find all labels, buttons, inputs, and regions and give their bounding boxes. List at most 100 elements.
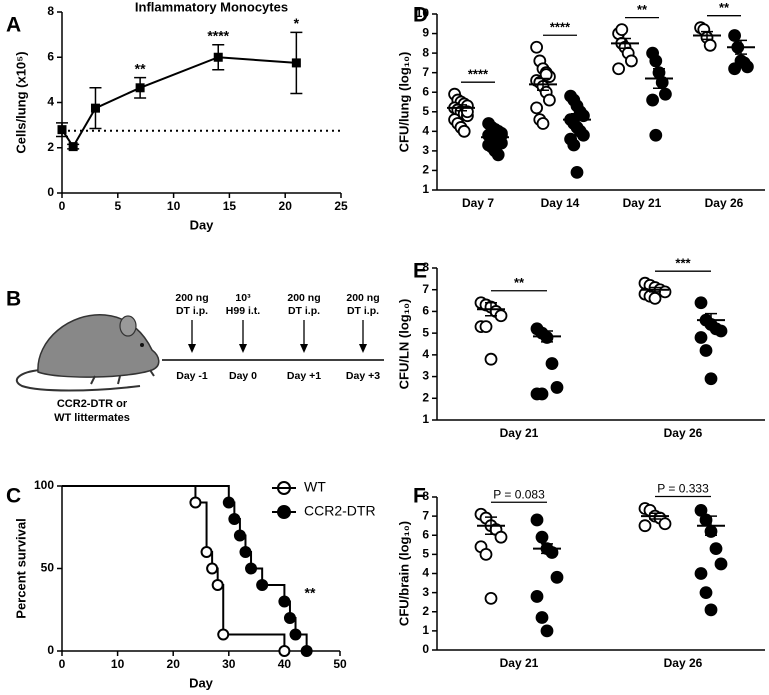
significance: ** [719,0,730,15]
data-point [649,128,663,142]
error-bar [619,37,631,49]
data-point [694,331,708,344]
data-point [536,117,550,130]
y-tick-label: 4 [47,95,54,109]
data-point [648,291,662,305]
panel-letter: C [6,485,21,508]
data-point [479,547,493,561]
marker [135,83,145,93]
x-tick-label: 0 [59,657,66,671]
x-tick-label: 25 [334,199,348,213]
data-point [484,352,498,366]
marker [189,496,202,509]
data-point [545,357,559,370]
x-tick-label: 30 [222,657,236,671]
data-point [703,38,717,52]
y-tick-label: 2 [422,604,429,618]
error-bar [537,77,549,92]
y-tick-label: 8 [422,45,429,59]
marker [222,496,235,509]
y-tick-label: 8 [422,260,429,274]
x-tick-label: 40 [278,657,292,671]
y-tick-label: 7 [422,282,429,296]
data-point [460,105,474,119]
data-point [694,503,708,517]
y-tick-label: 6 [422,84,429,98]
y-axis-title: CFU/brain (log₁₀) [396,521,411,626]
data-point [535,530,549,544]
data-point [699,344,713,357]
y-tick-label: 4 [422,347,429,361]
data-point [612,62,625,76]
event-day: Day 0 [229,370,257,382]
error-bar [485,301,497,317]
significance: ** [514,275,525,290]
data-point [530,590,544,603]
marker [256,579,269,591]
error-bar [653,68,665,90]
marker [200,546,213,558]
x-tick-label: 50 [333,657,347,671]
significance: ** [135,60,146,76]
x-tick-label: Day 26 [664,426,703,440]
marker [233,529,246,542]
y-tick-label: 3 [422,143,429,157]
significance: ** [637,2,648,17]
event-label: 200 ng [175,292,208,304]
legend-label: WT [304,479,326,495]
marker [289,628,302,641]
data-point [535,611,549,624]
data-point [550,570,564,584]
event-label: DT i.p. [288,305,320,317]
data-point [539,68,553,82]
error-bar [489,134,501,140]
data-point [728,29,741,42]
x-tick-label: 10 [111,657,125,671]
y-tick-label: 10 [416,6,430,20]
data-point [625,54,638,68]
data-point [491,148,505,162]
data-point [615,23,629,37]
mouse-ear [119,315,137,337]
event-day: Day -1 [176,370,208,382]
x-tick-label: 20 [167,657,181,671]
chart-panel: A Inflammatory Monocytes 0 2 4 6 8 0 5 10 15 20 25 Da… [6,0,348,232]
y-tick-label: 5 [422,547,429,561]
mouse-feet [90,369,155,385]
data-point [694,567,708,580]
data-point [494,309,508,323]
data-point [694,296,708,310]
y-axis-title: Cells/lung (x10⁵) [13,51,28,153]
data-line [61,56,297,149]
x-tick-label: 15 [223,199,237,213]
y-tick-label: 6 [47,49,54,63]
data-point [567,138,581,152]
legend-label: CCR2-DTR [304,503,376,519]
x-tick-label: Day 21 [500,656,539,670]
subject-label: WT littermates [54,412,130,424]
data-point [699,586,713,600]
error-bar [705,515,717,536]
panel-letter: D [413,4,428,27]
mouse-eye [140,343,144,347]
y-tick-label: 0 [47,643,54,657]
data-point [659,87,672,101]
y-tick-label: 100 [34,478,54,492]
data-point [484,591,498,605]
data-point [530,513,544,527]
x-tick-label: Day 14 [541,196,580,210]
error-bar [541,330,553,343]
data-point [714,324,728,338]
subject-label: CCR2-DTR or [57,398,128,410]
error-bar [649,286,661,293]
y-tick-label: 9 [422,26,429,40]
significance: **** [550,20,571,35]
marker [278,595,291,608]
marker [206,562,219,575]
y-tick-label: 1 [422,412,429,426]
data-point [704,603,718,617]
marker [213,52,223,62]
marker [228,513,241,525]
significance: ** [305,585,316,601]
